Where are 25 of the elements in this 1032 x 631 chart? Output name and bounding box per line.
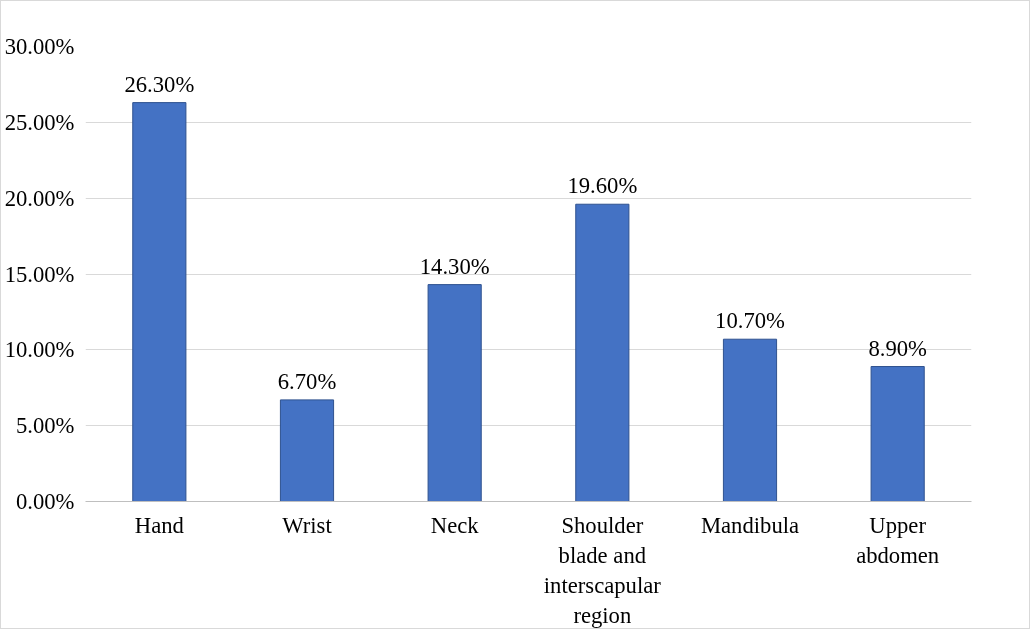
y-tick-label: 30.00% [4, 34, 75, 59]
x-tick-label: Upper abdomen [856, 512, 940, 568]
bar [132, 102, 187, 502]
bar [722, 338, 778, 502]
data-label: 14.30% [419, 253, 490, 279]
bar [575, 203, 630, 502]
data-label: 6.70% [277, 368, 337, 394]
y-tick-label: 20.00% [4, 185, 75, 211]
x-tick-label: Mandibula [700, 512, 800, 538]
bar [279, 399, 335, 502]
data-label: 10.70% [715, 308, 786, 334]
y-tick-label: 25.00% [4, 109, 75, 135]
y-tick-label: 10.00% [4, 337, 75, 363]
y-tick-label: 15.00% [4, 261, 75, 287]
x-tick-label: Shoulder blade and interscapular region [543, 512, 662, 628]
data-label: 19.60% [567, 173, 638, 199]
x-tick-label: Neck [430, 512, 480, 538]
data-label: 8.90% [868, 335, 928, 361]
y-tick-label: 5.00% [15, 413, 75, 439]
bar [870, 366, 925, 502]
x-tick-label: Wrist [282, 512, 333, 538]
data-label: 26.30% [124, 71, 195, 97]
x-tick-label: Hand [134, 512, 185, 538]
y-tick-label: 0.00% [15, 489, 75, 514]
bar [427, 284, 482, 502]
